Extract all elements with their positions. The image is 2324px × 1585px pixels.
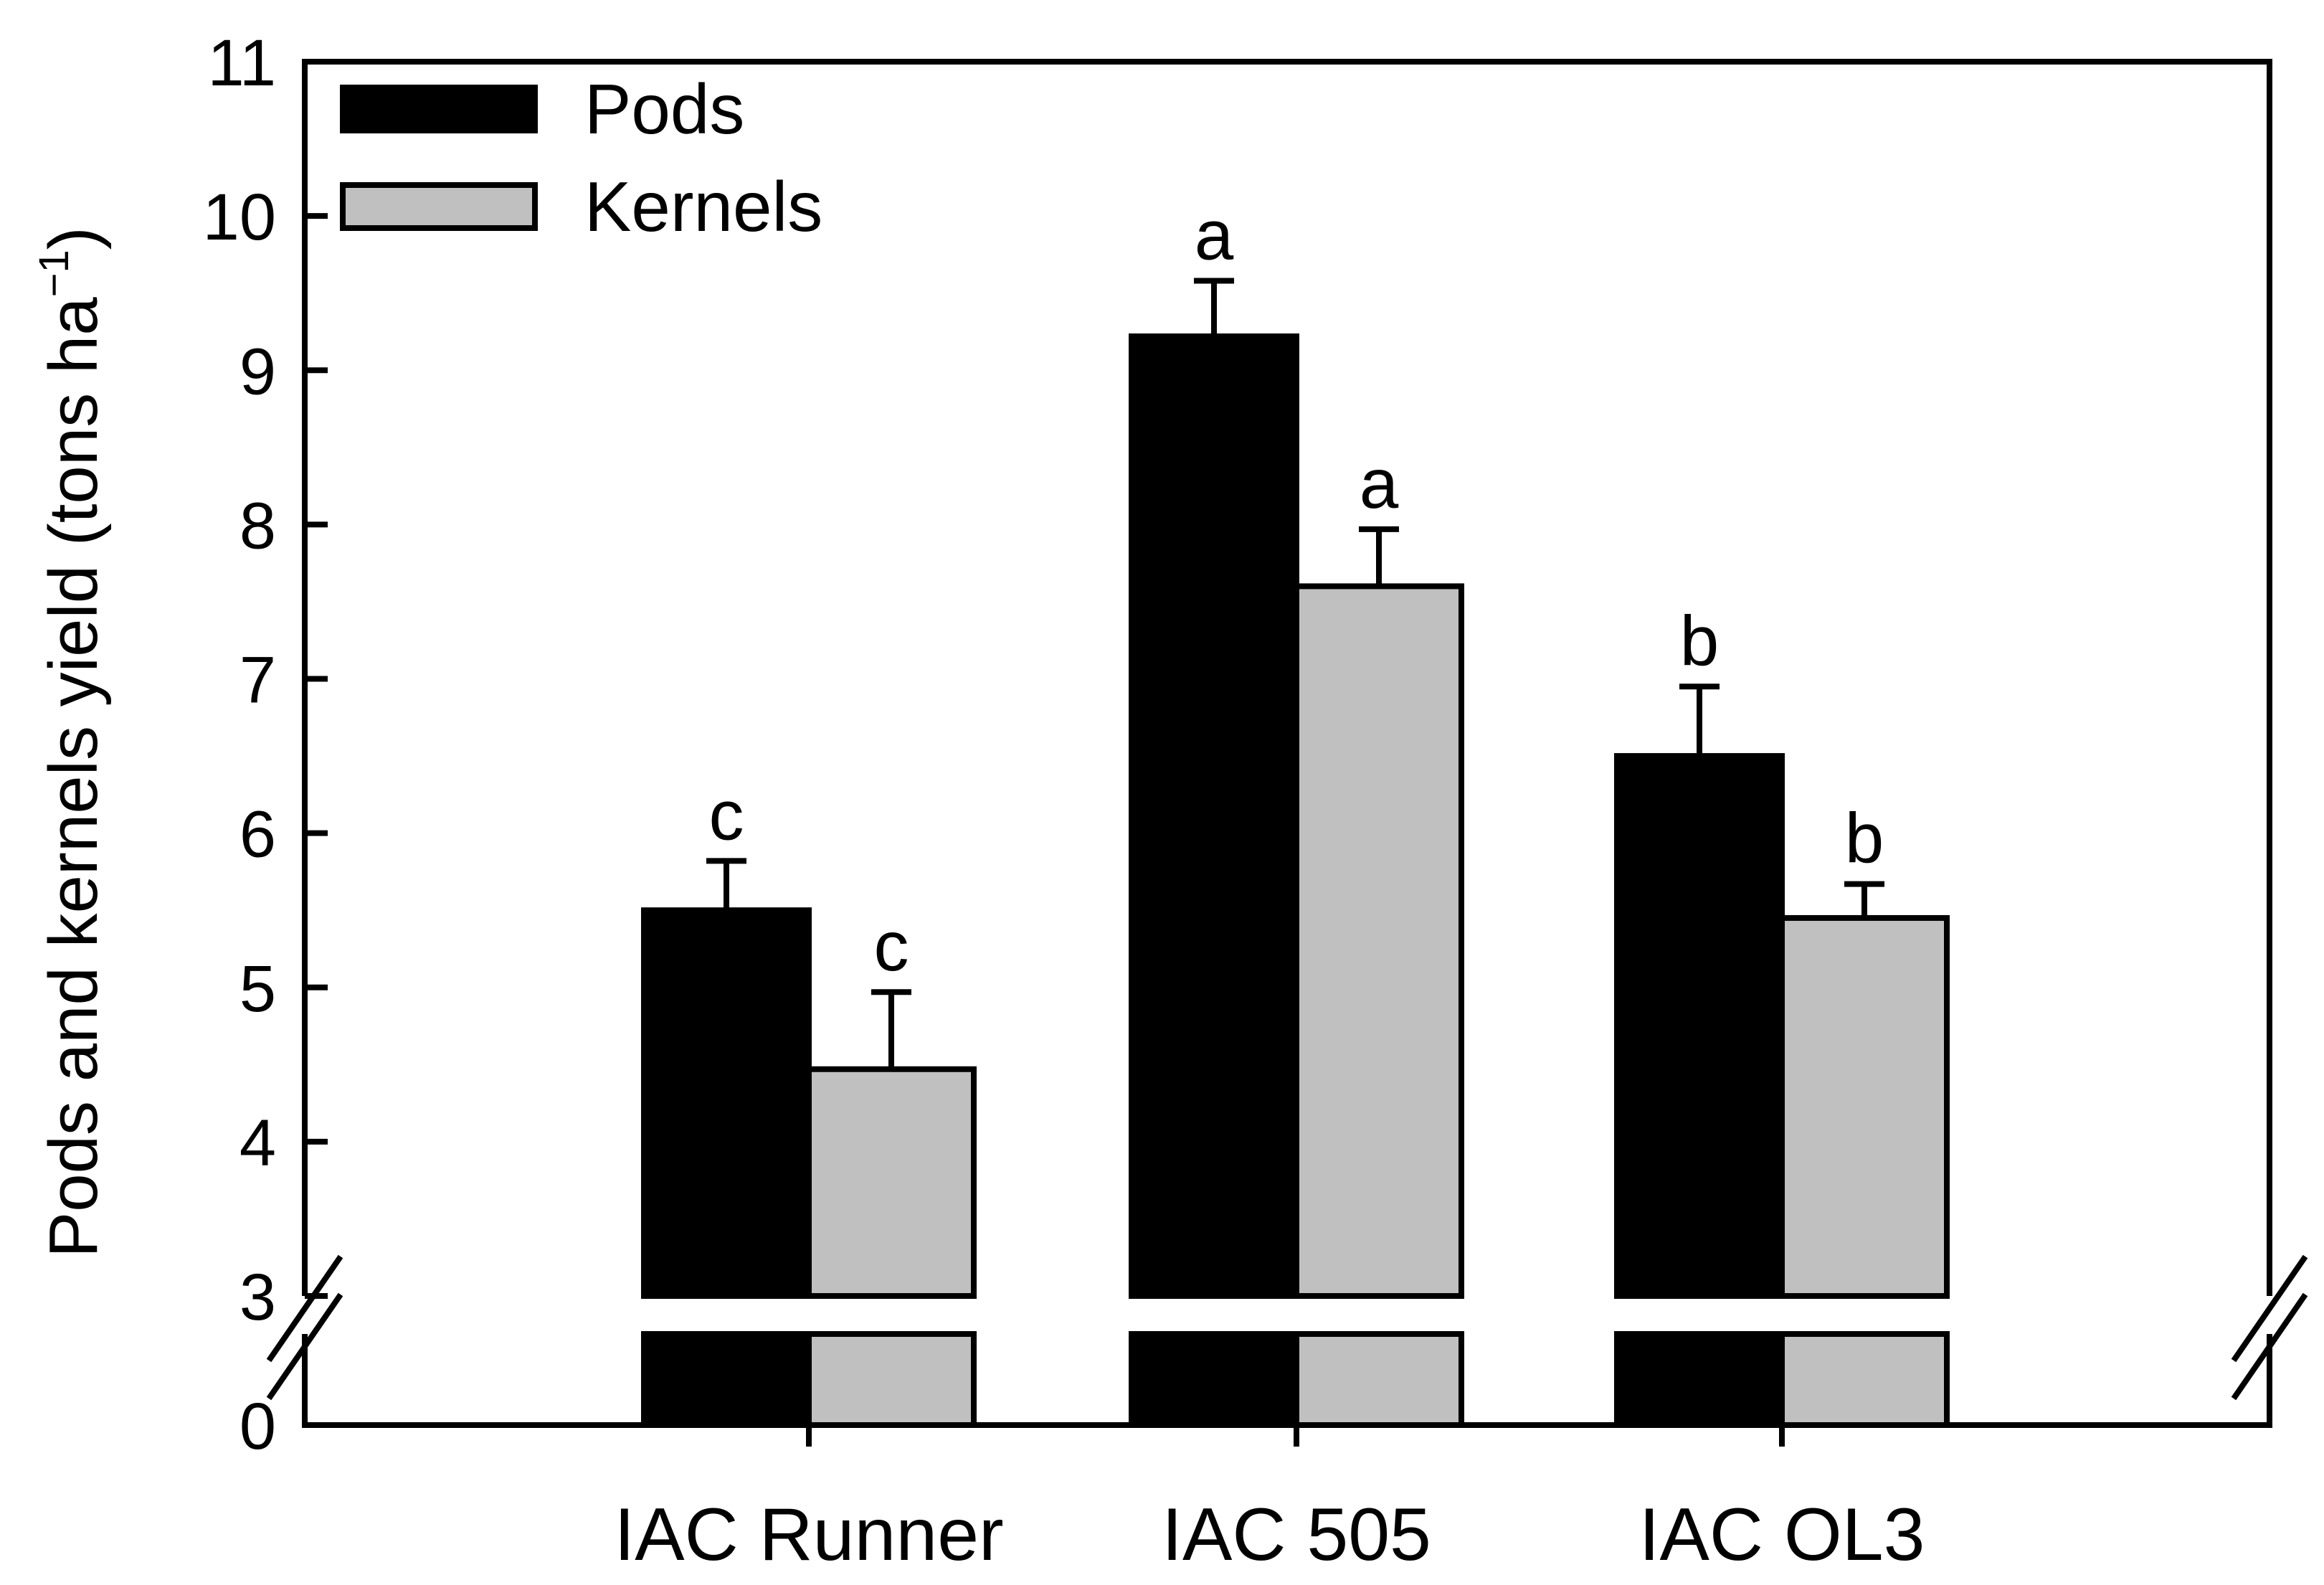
bar-pods-iac-ol3 xyxy=(1614,753,1785,1299)
bar-kernels-iac-505-lower xyxy=(1294,1331,1464,1428)
legend-label-kernels: Kernels xyxy=(584,167,822,246)
sig-letter-pods-iac-ol3: b xyxy=(1680,601,1720,680)
axis-break-mark-left-1 xyxy=(266,1254,343,1363)
bars-layer: c c a a b b xyxy=(641,195,1950,1428)
bar-pods-iac-ol3-lower xyxy=(1614,1331,1785,1428)
legend-swatch-kernels xyxy=(340,182,538,231)
bar-kernels-iac-ol3 xyxy=(1779,914,1950,1299)
sig-letter-kernels-iac-505: a xyxy=(1360,444,1399,523)
x-tick-label-iac-runner: IAC Runner xyxy=(614,1493,1003,1576)
bar-pods-iac-505-lower xyxy=(1129,1331,1299,1428)
y-axis-title-superscript: −1 xyxy=(31,250,77,297)
x-tick-label-iac-ol3: IAC OL3 xyxy=(1639,1493,1925,1576)
sig-letter-kernels-iac-runner: c xyxy=(874,907,909,985)
y-tick-label-11: 11 xyxy=(207,27,276,100)
axis-layer: 0 3 4 5 6 7 8 9 10 11 IAC Runner IAC 505 IAC OL3 xyxy=(203,27,1925,1576)
bar-pods-iac-runner xyxy=(641,907,812,1299)
y-tick-label-0: 0 xyxy=(239,1390,276,1463)
y-axis-title: Pods and kernels yield (tons ha−1) xyxy=(31,227,112,1258)
x-tick-label-iac-505: IAC 505 xyxy=(1162,1493,1431,1576)
legend-label-pods: Pods xyxy=(584,70,744,148)
y-tick-label-10: 10 xyxy=(203,181,276,254)
legend-swatch-pods xyxy=(340,85,538,133)
axis-break-mark-right-2 xyxy=(2231,1292,2308,1401)
y-axis-title-suffix: ) xyxy=(35,227,112,250)
axis-break-mark-right-1 xyxy=(2231,1254,2308,1363)
bar-kernels-iac-runner-lower xyxy=(806,1331,977,1428)
sig-letter-pods-iac-runner: c xyxy=(709,775,744,854)
y-tick-label-7: 7 xyxy=(239,644,276,717)
legend: Pods Kernels xyxy=(340,70,822,246)
y-tick-label-6: 6 xyxy=(239,798,276,871)
y-tick-label-3: 3 xyxy=(239,1261,276,1334)
sig-letter-kernels-iac-ol3: b xyxy=(1845,799,1884,878)
y-tick-label-8: 8 xyxy=(239,489,276,562)
bar-kernels-iac-505 xyxy=(1294,583,1464,1299)
y-tick-label-9: 9 xyxy=(239,335,276,408)
y-axis-title-text: Pods and kernels yield (tons ha xyxy=(35,297,112,1258)
y-tick-label-5: 5 xyxy=(239,952,276,1026)
bar-kernels-iac-runner xyxy=(806,1066,977,1299)
y-tick-label-4: 4 xyxy=(239,1107,276,1180)
bar-kernels-iac-ol3-lower xyxy=(1779,1331,1950,1428)
bar-pods-iac-505 xyxy=(1129,333,1299,1299)
bar-pods-iac-runner-lower xyxy=(641,1331,812,1428)
axis-break-mark-left-2 xyxy=(266,1292,343,1401)
sig-letter-pods-iac-505: a xyxy=(1195,195,1234,274)
